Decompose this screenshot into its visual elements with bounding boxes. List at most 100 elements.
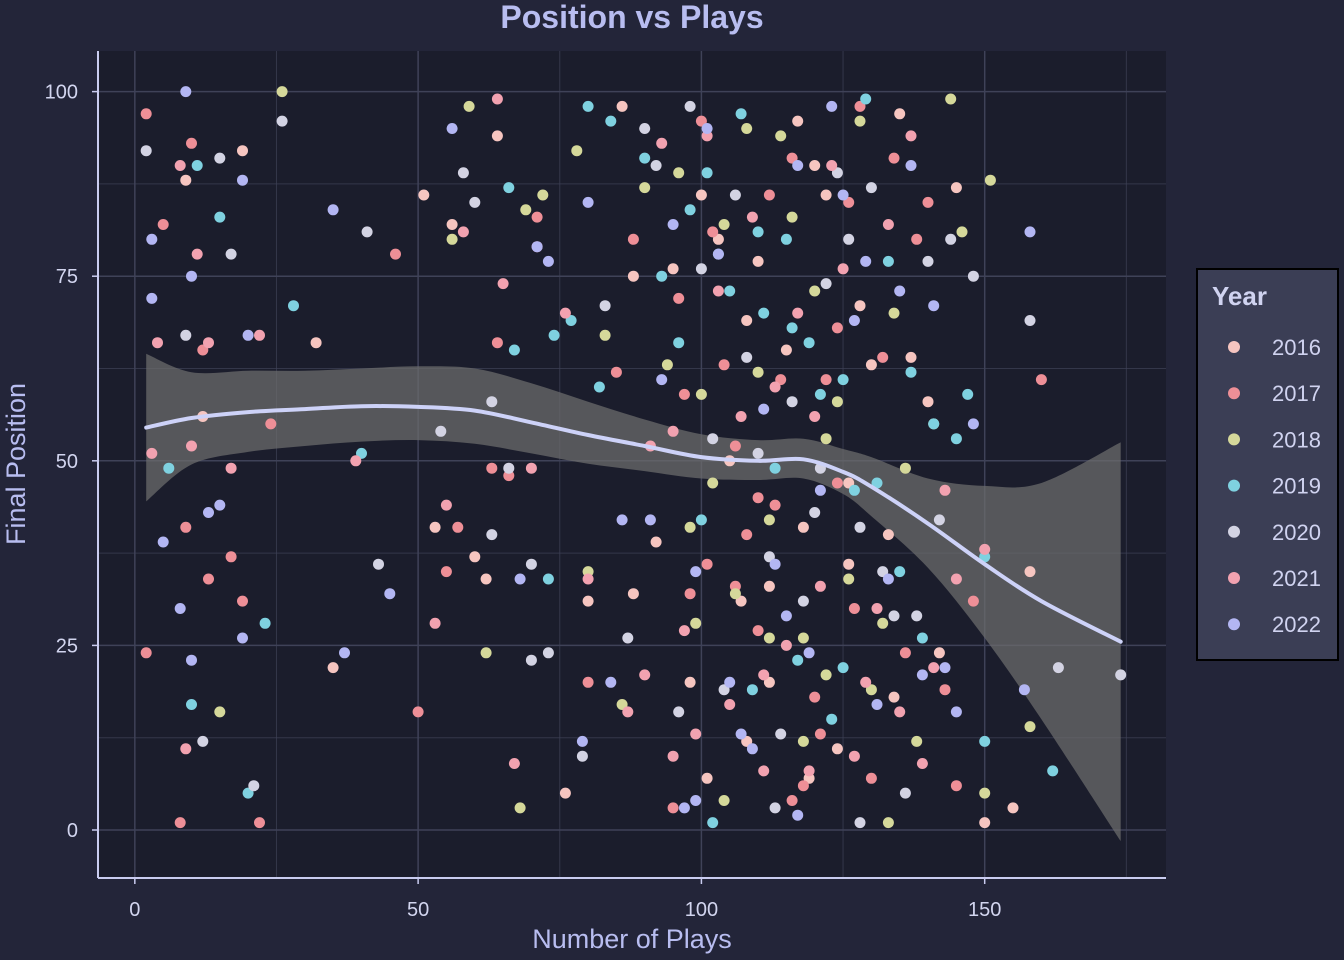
data-point xyxy=(865,772,877,784)
data-point xyxy=(1052,662,1064,674)
legend-item: 2022 xyxy=(1228,612,1321,637)
y-tick-label: 75 xyxy=(56,266,78,288)
y-tick-label: 0 xyxy=(67,820,78,842)
data-point xyxy=(718,795,730,806)
data-point xyxy=(593,381,605,393)
data-point xyxy=(854,300,866,312)
data-point xyxy=(871,699,883,710)
data-point xyxy=(452,521,464,533)
data-point xyxy=(865,359,877,371)
data-point xyxy=(888,691,900,703)
data-point xyxy=(979,787,991,799)
data-point xyxy=(831,743,843,755)
data-point xyxy=(905,351,917,363)
data-point xyxy=(684,676,696,688)
data-point xyxy=(837,662,849,674)
data-point xyxy=(237,632,248,644)
data-point xyxy=(276,115,288,127)
data-point xyxy=(871,603,883,614)
data-point xyxy=(950,433,962,445)
data-point xyxy=(542,647,554,659)
data-point xyxy=(712,285,724,297)
data-point xyxy=(950,780,962,792)
data-point xyxy=(525,558,537,570)
data-point xyxy=(203,507,214,518)
data-point xyxy=(1115,669,1127,681)
data-point xyxy=(837,189,849,201)
data-point xyxy=(831,322,843,334)
data-point xyxy=(769,499,781,511)
data-point xyxy=(826,713,838,725)
data-point xyxy=(605,676,617,688)
legend-swatch xyxy=(1228,479,1240,492)
data-point xyxy=(752,625,764,637)
data-point xyxy=(882,817,894,829)
data-point xyxy=(882,573,894,585)
data-point xyxy=(622,706,634,718)
data-point xyxy=(820,433,832,445)
data-point xyxy=(763,632,775,644)
data-point xyxy=(695,115,707,127)
data-point xyxy=(1024,315,1036,326)
legend-items: 2016 2017 2018 2019 2020 2021 2022 xyxy=(1228,335,1321,637)
data-point xyxy=(843,558,855,570)
data-point xyxy=(673,167,685,179)
data-point xyxy=(690,566,702,578)
data-point xyxy=(163,462,175,474)
y-axis-title: Final Position xyxy=(1,383,31,545)
data-point xyxy=(758,669,770,681)
data-point xyxy=(814,728,826,740)
data-point xyxy=(741,315,753,326)
data-point xyxy=(582,676,594,688)
data-point xyxy=(945,233,957,245)
data-point xyxy=(882,255,894,267)
data-point xyxy=(610,366,622,378)
data-point xyxy=(746,684,758,696)
data-point xyxy=(605,115,617,127)
data-point xyxy=(894,285,906,297)
data-point xyxy=(939,662,951,674)
data-point xyxy=(446,233,458,245)
data-point xyxy=(678,802,690,814)
legend-item: 2019 xyxy=(1228,474,1321,499)
data-point xyxy=(933,647,945,659)
data-point xyxy=(429,521,441,533)
data-point xyxy=(667,219,679,230)
legend-label: 2021 xyxy=(1272,566,1321,591)
data-point xyxy=(673,337,685,349)
legend-label: 2017 xyxy=(1272,381,1321,406)
data-point xyxy=(140,145,152,157)
data-point xyxy=(390,248,401,260)
data-point xyxy=(486,396,498,408)
data-point xyxy=(508,758,520,769)
data-point xyxy=(826,160,838,171)
data-point xyxy=(820,374,832,386)
data-point xyxy=(871,477,883,489)
data-point xyxy=(826,100,838,112)
data-point xyxy=(888,152,900,164)
data-point xyxy=(746,743,758,755)
data-point xyxy=(514,573,526,585)
data-point xyxy=(225,248,237,260)
data-point xyxy=(667,802,679,814)
data-point xyxy=(537,189,549,201)
data-point xyxy=(792,809,804,821)
legend-swatch xyxy=(1228,433,1240,446)
series-2018 xyxy=(214,86,1036,829)
data-point xyxy=(928,300,940,312)
data-point xyxy=(361,226,373,238)
data-point xyxy=(899,787,911,799)
data-point xyxy=(894,706,906,718)
data-point xyxy=(180,521,192,533)
data-point xyxy=(259,617,271,629)
data-point xyxy=(203,337,214,349)
data-point xyxy=(701,772,713,784)
legend-item: 2021 xyxy=(1228,566,1321,591)
data-point xyxy=(559,307,571,319)
data-point xyxy=(525,462,537,474)
data-point xyxy=(254,329,265,341)
data-point xyxy=(882,529,894,541)
data-point xyxy=(673,292,685,304)
data-point xyxy=(916,632,928,644)
data-point xyxy=(542,573,554,585)
